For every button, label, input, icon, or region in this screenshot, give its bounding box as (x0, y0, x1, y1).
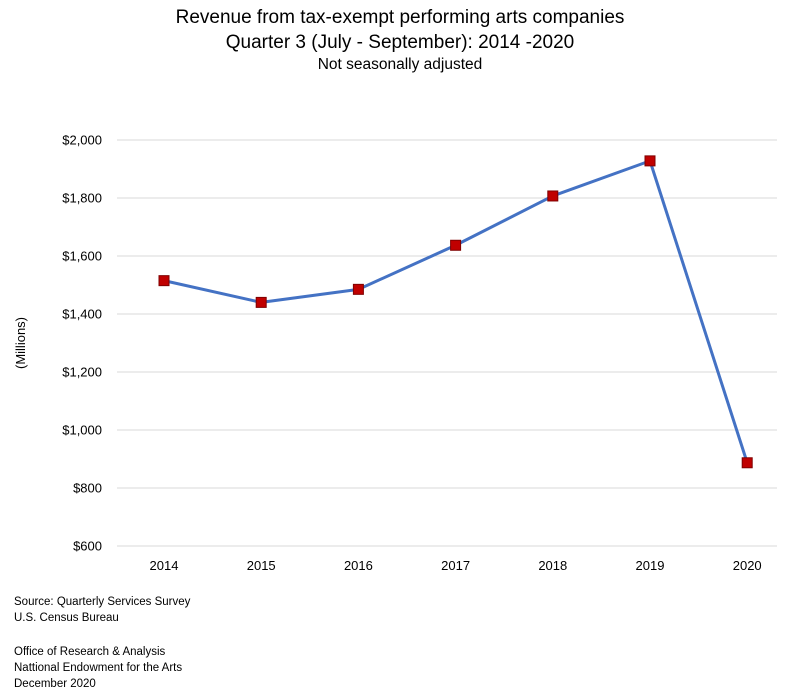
chart-title-block: Revenue from tax-exempt performing arts … (0, 5, 800, 75)
source-note: Source: Quarterly Services Survey U.S. C… (14, 594, 190, 626)
x-tick-label: 2019 (636, 558, 665, 573)
x-tick-label: 2014 (150, 558, 179, 573)
x-tick-label: 2017 (441, 558, 470, 573)
series-line-revenue (163, 159, 749, 464)
y-tick-label: $2,000 (62, 133, 102, 148)
data-point-2018 (547, 190, 559, 202)
x-axis-tick-labels: 2014 2015 2016 2017 2018 2019 2020 (150, 558, 762, 573)
data-point-2016 (352, 283, 364, 295)
credit-line-office: Office of Research & Analysis (14, 646, 166, 658)
data-point-2017 (450, 239, 462, 251)
chart-title: Revenue from tax-exempt performing arts … (175, 7, 625, 28)
source-line-bureau: U.S. Census Bureau (14, 612, 119, 624)
data-point-2019 (644, 155, 656, 167)
y-tick-label: $1,400 (62, 307, 102, 322)
chart-note: Not seasonally adjusted (317, 56, 483, 73)
credit-note: Office of Research & Analysis Nattional … (14, 644, 182, 692)
y-tick-label: $1,000 (62, 423, 102, 438)
data-markers (158, 155, 753, 469)
data-point-2014 (158, 275, 170, 287)
credit-line-agency: Nattional Endowment for the Arts (14, 662, 183, 674)
data-point-2015 (255, 296, 267, 308)
y-axis-tick-labels: $600 $800 $1,000 $1,200 $1,400 $1,600 $1,800 $2… (62, 133, 102, 554)
y-axis-label: (Millions) (13, 317, 28, 369)
y-tick-label: $1,600 (62, 249, 102, 264)
y-tick-label: $1,200 (62, 365, 102, 380)
gridlines (117, 139, 777, 547)
y-tick-label: $800 (73, 481, 102, 496)
x-tick-label: 2015 (247, 558, 276, 573)
credit-line-date: December 2020 (14, 678, 96, 690)
y-tick-label: $1,800 (62, 191, 102, 206)
y-tick-label: $600 (73, 539, 102, 554)
data-point-2020 (741, 457, 753, 469)
x-tick-label: 2020 (733, 558, 762, 573)
source-line-survey: Source: Quarterly Services Survey (14, 596, 191, 608)
chart-subtitle: Quarter 3 (July - September): 2014 -2020 (225, 32, 575, 53)
x-tick-label: 2016 (344, 558, 373, 573)
x-tick-label: 2018 (538, 558, 567, 573)
